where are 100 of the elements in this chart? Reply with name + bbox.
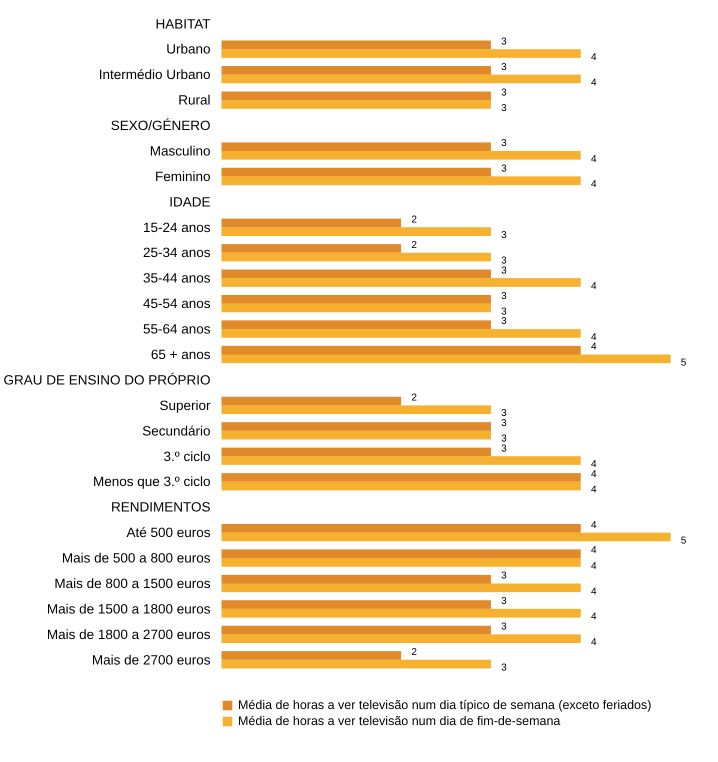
bar xyxy=(222,294,491,304)
data-label: 3 xyxy=(501,164,508,175)
data-label: 4 xyxy=(590,154,597,165)
data-label: 4 xyxy=(590,332,597,343)
data-label: 3 xyxy=(501,230,508,242)
bar xyxy=(222,422,491,431)
bar xyxy=(222,304,491,312)
bar xyxy=(222,91,491,100)
data-label: 4 xyxy=(590,612,597,623)
legend-label: Média de horas a ver televisão num dia típico de semana (exceto feriados) xyxy=(238,698,652,712)
bar xyxy=(222,405,491,414)
bar xyxy=(222,634,581,644)
bar xyxy=(222,329,581,338)
data-label: 3 xyxy=(501,418,508,430)
y-tick-label: RENDIMENTOS xyxy=(110,500,211,515)
bar xyxy=(222,524,581,533)
bar xyxy=(222,396,402,406)
y-tick-label: Mais de 2700 euros xyxy=(92,652,211,668)
data-label: 3 xyxy=(501,102,508,114)
data-label: 4 xyxy=(590,459,597,470)
y-tick-label: GRAU DE ENSINO DO PRÓPRIO xyxy=(3,372,211,388)
y-tick-label: 3.º ciclo xyxy=(164,448,211,464)
bar xyxy=(222,150,581,160)
y-tick-label: 15-24 anos xyxy=(142,220,211,235)
data-label: 4 xyxy=(590,560,597,572)
y-tick-label: 25-34 anos xyxy=(142,245,211,260)
data-label: 3 xyxy=(501,622,508,633)
bar xyxy=(222,608,581,618)
bar xyxy=(222,278,581,287)
data-label: 4 xyxy=(590,484,597,496)
data-label: 3 xyxy=(501,306,508,318)
bar xyxy=(222,227,491,236)
data-label: 3 xyxy=(501,36,508,48)
bar xyxy=(222,252,491,262)
y-tick-label: Até 500 euros xyxy=(126,525,211,540)
data-label: 3 xyxy=(501,290,508,302)
data-label: 3 xyxy=(501,62,508,73)
data-label: 3 xyxy=(501,408,508,420)
y-tick-label: 45-54 anos xyxy=(142,296,211,312)
y-tick-label: SEXO/GÉNERO xyxy=(110,118,211,134)
data-label: 3 xyxy=(501,662,508,674)
data-label: 2 xyxy=(411,240,418,251)
bar xyxy=(222,583,581,592)
y-tick-label: Mais de 500 a 800 euros xyxy=(62,550,211,566)
data-label: 4 xyxy=(590,545,597,556)
data-label: 2 xyxy=(411,214,418,226)
data-label: 3 xyxy=(501,138,508,150)
data-label: 4 xyxy=(590,281,597,292)
data-label: 3 xyxy=(501,596,508,608)
data-label: 4 xyxy=(590,586,597,598)
data-label: 4 xyxy=(590,520,597,531)
bar xyxy=(222,270,491,278)
data-label: 3 xyxy=(501,434,508,445)
y-tick-label: IDADE xyxy=(169,194,211,210)
bar xyxy=(222,346,581,355)
y-tick-label: HABITAT xyxy=(156,16,211,32)
bar xyxy=(222,320,491,330)
y-tick-label: Menos que 3.º ciclo xyxy=(93,474,211,490)
data-label: 2 xyxy=(411,646,418,658)
bar xyxy=(222,176,581,186)
bar xyxy=(222,40,491,50)
y-tick-label: Mais de 800 a 1500 euros xyxy=(54,576,211,591)
bar xyxy=(222,549,581,558)
bar xyxy=(222,74,581,84)
data-label: 3 xyxy=(501,570,508,582)
bar xyxy=(222,626,491,634)
data-label: 4 xyxy=(590,342,597,353)
bar xyxy=(222,168,491,176)
y-tick-label: Urbano xyxy=(166,42,211,57)
bar xyxy=(222,244,402,253)
y-tick-label: Secundário xyxy=(142,423,211,438)
bar xyxy=(222,473,581,482)
legend-label: Média de horas a ver televisão num dia de fim-de-semana xyxy=(238,714,560,728)
bar xyxy=(222,660,491,668)
bar xyxy=(222,430,491,440)
bar xyxy=(222,651,402,660)
bar xyxy=(222,482,581,490)
bar xyxy=(222,448,491,456)
data-label: 4 xyxy=(590,77,597,88)
y-tick-label: Intermédio Urbano xyxy=(98,67,210,82)
bar xyxy=(222,456,581,465)
data-label: 3 xyxy=(501,256,508,267)
data-label: 4 xyxy=(590,468,597,480)
data-label: 3 xyxy=(501,316,508,328)
data-label: 3 xyxy=(501,87,508,98)
data-label: 5 xyxy=(680,535,687,546)
bar xyxy=(222,66,491,75)
y-tick-label: 55-64 anos xyxy=(142,322,211,337)
y-tick-label: Mais de 1800 a 2700 euros xyxy=(46,626,211,642)
bar xyxy=(222,600,491,609)
data-label: 4 xyxy=(590,637,597,648)
y-tick-label: Superior xyxy=(159,398,212,413)
data-label: 3 xyxy=(501,443,508,454)
bar xyxy=(222,558,581,567)
data-label: 5 xyxy=(680,357,687,368)
bar xyxy=(222,574,491,584)
y-tick-label: Rural xyxy=(178,92,211,108)
y-tick-label: 65 + anos xyxy=(150,347,211,362)
bar xyxy=(222,100,491,109)
bar xyxy=(222,354,671,364)
